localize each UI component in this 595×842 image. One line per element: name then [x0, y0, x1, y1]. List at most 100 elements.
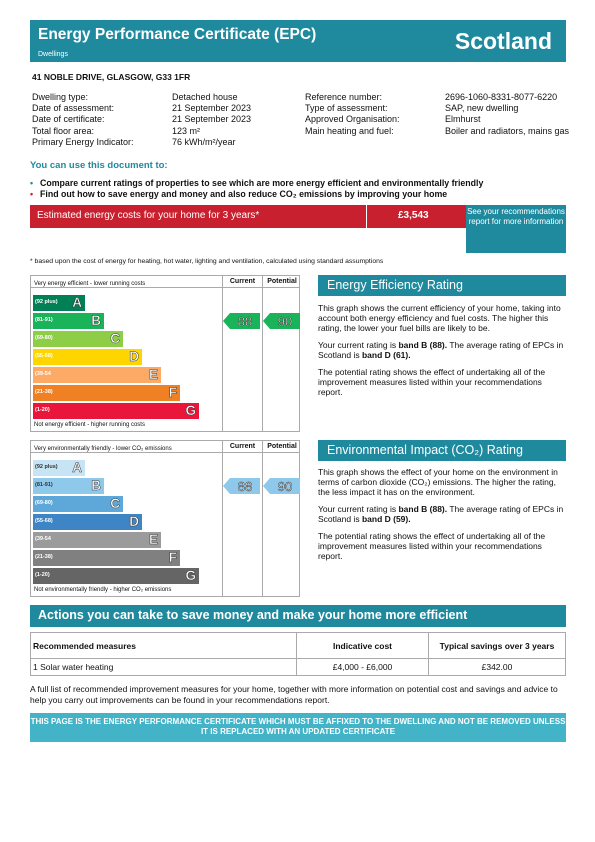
- rating-value: 90: [277, 479, 293, 495]
- band-f: (21-38) F: [33, 550, 180, 566]
- band-a: (92 plus) A: [33, 460, 85, 476]
- measure-cell: 1 Solar water heating: [30, 658, 297, 676]
- energy-efficiency-text: This graph shows the current efficiency …: [318, 303, 566, 404]
- divider: [31, 287, 299, 288]
- certificate-title: Energy Performance Certificate (EPC): [38, 26, 317, 43]
- use-document-heading: You can use this document to:: [30, 160, 168, 171]
- band-b: (81-91) B: [33, 478, 104, 494]
- divider: [366, 205, 367, 228]
- energy-cost-label: Estimated energy costs for your home for…: [37, 210, 260, 221]
- column-header: Recommended measures: [30, 632, 297, 659]
- band-letter: B: [91, 313, 101, 329]
- current-column-header: Current: [229, 278, 256, 285]
- text: Your current rating is: [318, 504, 399, 514]
- energy-cost-value: £3,543: [398, 210, 429, 221]
- band-b: (81-91) B: [33, 313, 104, 329]
- certificate-subtitle: Dwellings: [38, 51, 68, 58]
- detail-label: Date of certificate:: [32, 114, 105, 124]
- chart-bottom-text: Not energy efficient - higher running co…: [34, 422, 145, 428]
- band-letter: G: [185, 403, 196, 419]
- detail-value: 2696-1060-8331-8077-6220: [445, 92, 558, 102]
- text: The average rating of EPCs in Scotland i…: [318, 340, 564, 360]
- text: Your current rating is: [318, 340, 399, 350]
- band-range: (1-20): [35, 572, 50, 578]
- paragraph: The potential rating shows the effect of…: [318, 367, 546, 397]
- band-range: (21-38): [35, 389, 53, 395]
- detail-value: Boiler and radiators, mains gas: [445, 126, 570, 136]
- band-letter: E: [148, 367, 159, 383]
- detail-value: 76 kWh/m²/year: [172, 137, 236, 147]
- energy-efficiency-heading: Energy Efficiency Rating: [318, 275, 566, 296]
- potential-column-header: Potential: [267, 443, 297, 450]
- detail-value: Elmhurst: [445, 114, 481, 124]
- paragraph: This graph shows the effect of your home…: [318, 467, 558, 497]
- band-letter: G: [185, 568, 196, 584]
- use-bullets: Compare current ratings of properties to…: [30, 178, 483, 199]
- detail-value: 21 September 2023: [172, 103, 252, 113]
- chart-bottom-text: Not environmentally friendly - higher CO…: [34, 587, 172, 593]
- band-d: (55-68) D: [33, 514, 142, 530]
- environmental-impact-text: This graph shows the effect of your home…: [318, 467, 566, 568]
- band-range: (21-38): [35, 554, 53, 560]
- paragraph: This graph shows the current efficiency …: [318, 303, 561, 333]
- band-f: (21-38) F: [33, 385, 180, 401]
- chart-top-text: Very environmentally friendly - lower CO…: [34, 446, 172, 452]
- detail-label: Date of assessment:: [32, 103, 115, 113]
- band-letter: D: [129, 514, 139, 530]
- band-range: (1-20): [35, 407, 50, 413]
- band-range: (69-80): [35, 500, 53, 506]
- band-letter: C: [110, 331, 120, 347]
- recommendations-table: Recommended measures Indicative cost Typ…: [30, 632, 566, 676]
- band-range: (81-91): [35, 317, 53, 323]
- band-letter: F: [168, 550, 177, 566]
- detail-label: Reference number:: [305, 92, 383, 102]
- band-range: (39-54: [35, 371, 51, 377]
- rating-value: 88: [237, 314, 253, 330]
- detail-value: 123 m²: [172, 126, 201, 136]
- certificate-warning-banner: THIS PAGE IS THE ENERGY PERFORMANCE CERT…: [30, 713, 566, 742]
- divider: [262, 276, 263, 431]
- potential-rating-arrow: 90: [263, 478, 300, 494]
- band-range: (81-91): [35, 482, 53, 488]
- detail-label: Total floor area:: [32, 126, 95, 136]
- band-letter: E: [148, 532, 159, 548]
- band-letter: A: [72, 295, 82, 311]
- rating-value: 88: [237, 479, 253, 495]
- band-range: (69-80): [35, 335, 53, 341]
- current-band-text: band B (88).: [398, 340, 448, 350]
- column-header: Indicative cost: [296, 632, 429, 659]
- table-header-row: Recommended measures Indicative cost Typ…: [30, 632, 566, 659]
- potential-rating-arrow: 90: [263, 313, 300, 329]
- potential-column-header: Potential: [267, 278, 297, 285]
- divider: [262, 441, 263, 596]
- divider: [222, 276, 223, 431]
- text: The average rating of EPCs in Scotland i…: [318, 504, 564, 524]
- column-header: Typical savings over 3 years: [428, 632, 566, 659]
- band-d: (55-68) D: [33, 349, 142, 365]
- rating-value: 90: [277, 314, 293, 330]
- energy-cost-bar: Estimated energy costs for your home for…: [30, 205, 466, 228]
- divider: [222, 441, 223, 596]
- band-e: (39-54 E: [33, 532, 161, 548]
- band-g: (1-20) G: [33, 568, 199, 584]
- band-range: (55-68): [35, 353, 53, 359]
- detail-label: Dwelling type:: [32, 92, 89, 102]
- cost-footnote: * based upon the cost of energy for heat…: [30, 258, 384, 265]
- band-letter: A: [72, 460, 82, 476]
- detail-value: Detached house: [172, 92, 238, 102]
- band-range: (92 plus): [35, 464, 58, 470]
- band-letter: C: [110, 496, 120, 512]
- environmental-impact-chart: Current Potential Very environmentally f…: [30, 440, 300, 597]
- band-range: (55-68): [35, 518, 53, 524]
- band-range: (92 plus): [35, 299, 58, 305]
- band-letter: F: [168, 385, 177, 401]
- divider: [31, 452, 299, 453]
- recommendations-link[interactable]: See your recommendations report for more…: [466, 205, 566, 253]
- detail-value: SAP, new dwelling: [445, 103, 519, 113]
- band-letter: B: [91, 478, 101, 494]
- band-e: (39-54 E: [33, 367, 161, 383]
- average-band-text: band D (61).: [361, 350, 411, 360]
- paragraph: The potential rating shows the effect of…: [318, 531, 546, 561]
- current-rating-arrow: 88: [223, 313, 260, 329]
- band-c: (69-80) C: [33, 331, 123, 347]
